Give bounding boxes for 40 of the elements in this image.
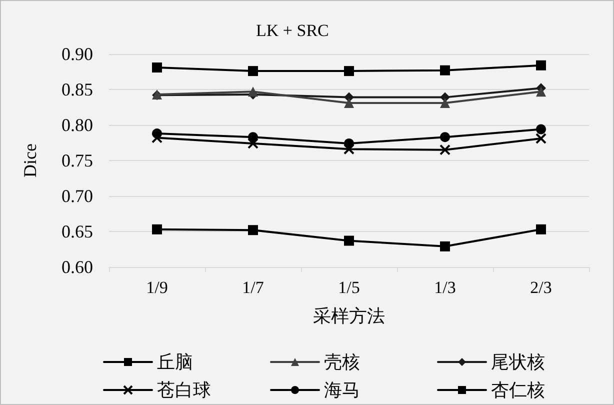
x-tick-label: 1/5: [338, 278, 360, 297]
x-axis-title: 采样方法: [313, 306, 385, 326]
x-tick-label: 1/7: [242, 278, 264, 297]
legend-label: 杏仁核: [491, 380, 545, 400]
point: [536, 86, 546, 97]
y-tick-label: 0.65: [62, 222, 93, 242]
point: [344, 144, 354, 155]
point: [440, 98, 450, 108]
point: [248, 225, 258, 236]
point: [152, 62, 162, 72]
y-tick-label: 0.90: [62, 44, 93, 64]
point: [344, 236, 354, 246]
point: [152, 224, 162, 234]
point: [248, 138, 258, 149]
legend-label: 苍白球: [157, 380, 211, 400]
point: [440, 65, 450, 76]
point: [344, 98, 354, 108]
legend-label: 海马: [324, 380, 360, 400]
y-axis-title: Dice: [20, 144, 40, 178]
point: [344, 66, 354, 76]
point: [536, 224, 546, 234]
y-tick-label: 0.70: [62, 186, 93, 206]
x-tick-label: 2/3: [530, 278, 552, 297]
point: [440, 241, 450, 252]
y-tick-label: 0.75: [62, 150, 93, 170]
x-tick-label: 1/3: [434, 278, 456, 297]
chart-title: LK + SRC: [256, 21, 329, 40]
point: [536, 60, 546, 70]
point: [536, 124, 546, 134]
y-tick-label: 0.60: [62, 257, 93, 277]
y-tick-label: 0.80: [62, 115, 93, 135]
y-tick-label: 0.85: [62, 80, 93, 100]
point: [440, 144, 450, 156]
legend-label: 尾状核: [491, 352, 545, 372]
point: [248, 86, 258, 97]
point: [440, 132, 450, 142]
legend-label: 丘脑: [157, 352, 193, 372]
x-tick-label: 1/9: [146, 278, 168, 297]
point: [248, 66, 258, 76]
legend-label: 壳核: [324, 352, 360, 372]
